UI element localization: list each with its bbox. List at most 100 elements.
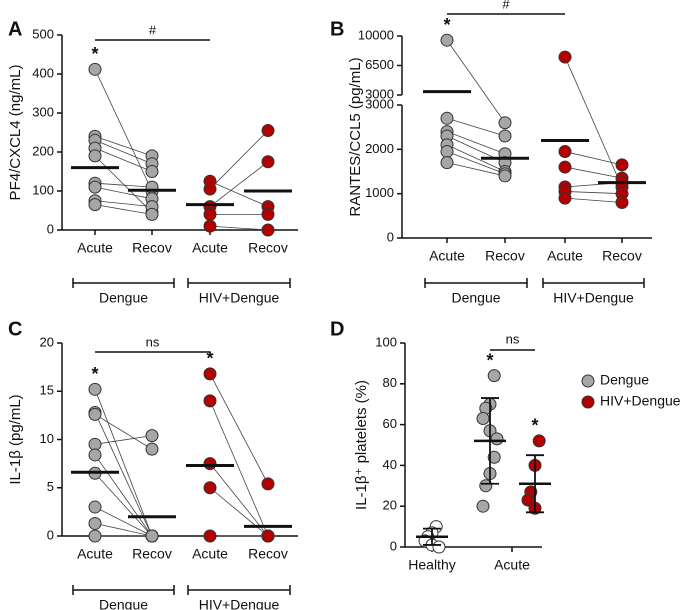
significance-star: * (486, 350, 493, 370)
dot (145, 429, 159, 443)
dot (261, 124, 275, 138)
dot (487, 369, 501, 383)
comparison-label: # (502, 0, 510, 11)
panel-label: D (330, 318, 344, 340)
dot (203, 481, 217, 495)
comparison-label: ns (146, 334, 160, 349)
dot (479, 479, 493, 493)
dot (145, 442, 159, 456)
group-label: Dengue (99, 597, 148, 610)
y-tick-label: 40 (383, 457, 397, 472)
pair-line (564, 166, 623, 179)
dot (88, 529, 102, 543)
pair-line (94, 204, 153, 215)
dot (261, 223, 275, 237)
dot (261, 477, 275, 491)
pair-line (94, 186, 153, 200)
pair-line (446, 117, 506, 137)
pair-line (564, 56, 623, 188)
group-label: Dengue (99, 290, 148, 306)
y-tick-label: 3000 (365, 96, 394, 111)
dot (145, 165, 159, 178)
dot (440, 33, 454, 47)
pair-line (94, 435, 153, 445)
panel-label: B (330, 18, 344, 40)
pair-line (94, 200, 153, 207)
y-tick-label: 5 (47, 479, 54, 494)
dot (432, 540, 446, 554)
dot (88, 382, 102, 396)
dot (203, 219, 217, 233)
significance-star: * (91, 364, 98, 384)
dot (476, 411, 490, 425)
dot (487, 450, 501, 464)
pair-line (209, 161, 269, 207)
legend-swatch (581, 395, 595, 409)
y-tick-label: 300 (32, 104, 54, 119)
dot (558, 160, 572, 174)
y-tick-label: 20 (40, 334, 54, 349)
dot (521, 493, 535, 507)
y-tick-label: 100 (32, 182, 54, 197)
dot (558, 145, 572, 159)
dot (88, 149, 102, 163)
comparison-label: # (149, 22, 157, 37)
x-tick-label: Recov (132, 240, 172, 256)
dot (88, 62, 102, 76)
pair-line (564, 151, 623, 166)
x-tick-label: Acute (77, 546, 113, 562)
dot (498, 169, 512, 183)
y-tick-label: 400 (32, 65, 54, 80)
dot (88, 180, 102, 194)
dot (532, 434, 546, 448)
dot (145, 529, 159, 543)
significance-star: * (443, 15, 450, 35)
pair-line (209, 225, 269, 231)
pair-line (94, 182, 153, 188)
y-axis-label: IL-1β (pg/mL) (7, 394, 24, 484)
x-tick-label: Recov (248, 546, 288, 562)
dot (261, 207, 275, 221)
dot (203, 367, 217, 381)
y-tick-label: 2000 (365, 141, 394, 156)
group-label: Dengue (451, 290, 500, 306)
y-tick-label: 0 (47, 221, 54, 236)
legend-swatch (581, 374, 595, 388)
pair-line (209, 463, 269, 537)
x-tick-label: Recov (602, 248, 642, 264)
pair-line (446, 151, 506, 175)
pair-line (94, 147, 153, 172)
pair-line (94, 473, 153, 537)
y-axis-label: RANTES/CCL5 (pg/mL) (347, 57, 364, 216)
y-tick-label: 80 (383, 375, 397, 390)
significance-star: * (206, 349, 213, 369)
panel-label: A (8, 18, 22, 40)
dot (203, 182, 217, 196)
x-tick-label: Acute (547, 248, 583, 264)
dot (440, 145, 454, 159)
y-axis-label: IL-1β⁺ platelets (%) (353, 380, 370, 510)
panel-label: C (8, 318, 22, 340)
y-tick-label: 15 (40, 383, 54, 398)
dot (88, 448, 102, 462)
dot (261, 155, 275, 169)
y-tick-label: 200 (32, 143, 54, 158)
pair-line (94, 454, 153, 537)
x-tick-label: Healthy (408, 557, 455, 573)
pair-line (209, 400, 269, 537)
dot (440, 156, 454, 170)
pair-line (446, 144, 506, 172)
pair-line (94, 506, 153, 537)
dot (615, 158, 629, 172)
group-label: HIV+Dengue (553, 290, 634, 306)
dot (261, 529, 275, 543)
legend-label: HIV+Dengue (600, 393, 681, 409)
pair-line (94, 136, 153, 157)
pair-line (209, 373, 269, 485)
dot (88, 516, 102, 530)
pair-line (94, 523, 153, 537)
dot (88, 407, 102, 421)
x-tick-label: Recov (132, 546, 172, 562)
dot (476, 499, 490, 513)
